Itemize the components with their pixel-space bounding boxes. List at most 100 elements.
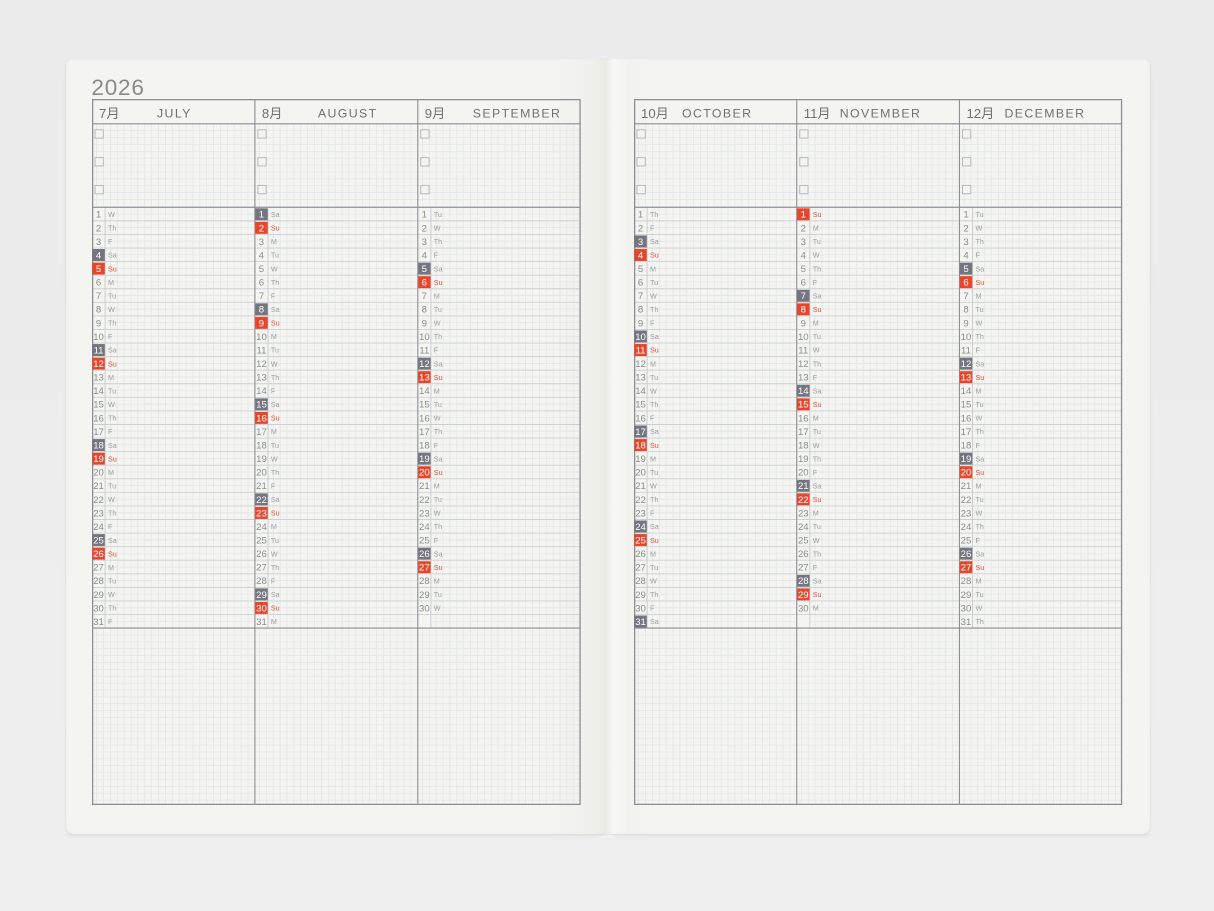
svg-text:17: 17 — [419, 427, 430, 438]
svg-text:2: 2 — [801, 223, 806, 234]
svg-text:26: 26 — [961, 549, 972, 560]
svg-text:Tu: Tu — [975, 210, 983, 219]
svg-text:18: 18 — [635, 441, 646, 452]
svg-text:M: M — [433, 292, 439, 301]
svg-text:Sa: Sa — [650, 237, 659, 246]
svg-text:M: M — [975, 387, 981, 396]
svg-text:20: 20 — [419, 468, 430, 479]
svg-text:9月: 9月 — [424, 106, 445, 121]
svg-text:16: 16 — [635, 413, 646, 424]
svg-text:Sa: Sa — [813, 292, 822, 301]
svg-text:18: 18 — [419, 441, 430, 452]
svg-text:2: 2 — [963, 223, 968, 234]
svg-text:JULY: JULY — [157, 107, 192, 121]
svg-text:Th: Th — [813, 359, 821, 368]
svg-text:28: 28 — [93, 576, 104, 587]
svg-text:22: 22 — [419, 495, 430, 506]
svg-text:Th: Th — [650, 400, 658, 409]
svg-text:Su: Su — [108, 455, 117, 464]
svg-text:6: 6 — [801, 278, 806, 289]
svg-text:Sa: Sa — [270, 495, 279, 504]
svg-text:1: 1 — [258, 210, 263, 221]
svg-text:15: 15 — [961, 400, 972, 411]
svg-text:3: 3 — [95, 237, 100, 248]
svg-text:25: 25 — [961, 536, 972, 547]
svg-text:Sa: Sa — [270, 400, 279, 409]
svg-text:Su: Su — [975, 373, 984, 382]
svg-text:F: F — [813, 468, 818, 477]
svg-text:4: 4 — [421, 251, 427, 262]
svg-text:8月: 8月 — [261, 106, 282, 121]
svg-text:Su: Su — [975, 563, 984, 572]
svg-text:29: 29 — [798, 590, 809, 601]
svg-text:29: 29 — [93, 590, 104, 601]
svg-text:8: 8 — [95, 305, 100, 316]
svg-text:Th: Th — [813, 550, 821, 559]
svg-text:20: 20 — [798, 468, 809, 479]
svg-text:M: M — [650, 455, 656, 464]
svg-text:M: M — [270, 332, 276, 341]
svg-text:Tu: Tu — [813, 522, 821, 531]
svg-text:Tu: Tu — [433, 400, 441, 409]
svg-text:26: 26 — [635, 549, 646, 560]
svg-text:24: 24 — [419, 522, 430, 533]
svg-text:17: 17 — [256, 427, 267, 438]
svg-text:20: 20 — [961, 468, 972, 479]
svg-text:12: 12 — [961, 359, 972, 370]
svg-text:5: 5 — [801, 264, 806, 275]
svg-text:14: 14 — [93, 386, 104, 397]
svg-text:Sa: Sa — [270, 305, 279, 314]
svg-text:26: 26 — [256, 549, 267, 560]
svg-text:19: 19 — [961, 454, 972, 465]
svg-text:6: 6 — [258, 278, 263, 289]
svg-text:W: W — [433, 509, 440, 518]
svg-text:3: 3 — [801, 237, 806, 248]
svg-text:8: 8 — [963, 305, 968, 316]
svg-text:11: 11 — [961, 346, 971, 357]
svg-text:M: M — [108, 373, 114, 382]
svg-text:18: 18 — [798, 441, 809, 452]
svg-text:Th: Th — [813, 264, 821, 273]
svg-text:7: 7 — [95, 291, 100, 302]
svg-text:Tu: Tu — [433, 495, 441, 504]
svg-text:26: 26 — [93, 549, 104, 560]
svg-text:11: 11 — [256, 346, 266, 357]
svg-text:3: 3 — [638, 237, 643, 248]
svg-text:W: W — [975, 604, 982, 613]
svg-text:14: 14 — [256, 386, 267, 397]
svg-text:Sa: Sa — [650, 427, 659, 436]
svg-text:16: 16 — [256, 413, 267, 424]
svg-text:4: 4 — [258, 251, 264, 262]
svg-text:F: F — [813, 278, 818, 287]
svg-text:5: 5 — [963, 264, 968, 275]
svg-text:W: W — [650, 482, 657, 491]
svg-text:5: 5 — [421, 264, 426, 275]
svg-text:M: M — [433, 577, 439, 586]
svg-text:Su: Su — [650, 536, 659, 545]
svg-text:12: 12 — [93, 359, 104, 370]
svg-text:13: 13 — [961, 373, 972, 384]
svg-text:10月: 10月 — [641, 106, 669, 121]
svg-text:Sa: Sa — [108, 251, 117, 260]
svg-text:15: 15 — [798, 400, 809, 411]
svg-text:24: 24 — [961, 522, 972, 533]
svg-text:31: 31 — [256, 617, 267, 628]
svg-text:Su: Su — [433, 278, 442, 287]
svg-text:M: M — [270, 427, 276, 436]
svg-text:23: 23 — [256, 509, 267, 520]
svg-text:15: 15 — [419, 400, 430, 411]
svg-text:23: 23 — [419, 509, 430, 520]
svg-text:W: W — [270, 264, 277, 273]
svg-text:Th: Th — [650, 495, 658, 504]
svg-text:11月: 11月 — [804, 106, 831, 121]
svg-text:20: 20 — [635, 468, 646, 479]
svg-text:Th: Th — [108, 509, 116, 518]
svg-text:Sa: Sa — [108, 536, 117, 545]
svg-text:M: M — [813, 224, 819, 233]
svg-text:Tu: Tu — [108, 387, 116, 396]
svg-text:Tu: Tu — [813, 237, 821, 246]
svg-text:Th: Th — [433, 237, 441, 246]
svg-text:23: 23 — [635, 509, 646, 520]
svg-text:W: W — [108, 590, 115, 599]
svg-text:25: 25 — [798, 536, 809, 547]
